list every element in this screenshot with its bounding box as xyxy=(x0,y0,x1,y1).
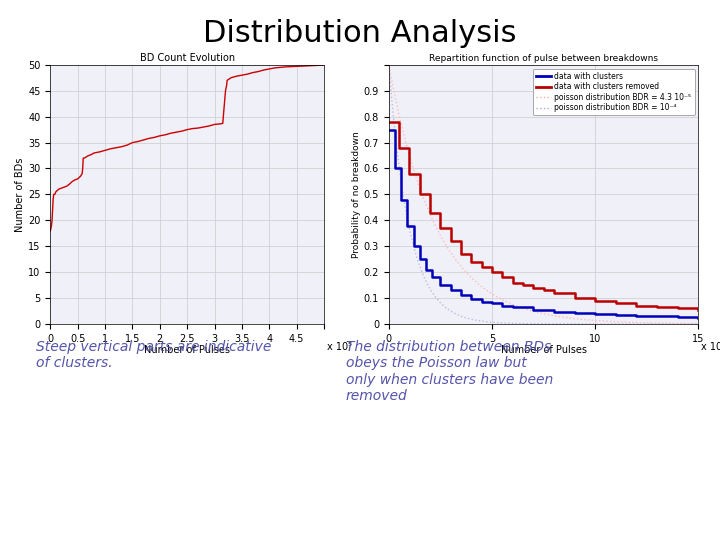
X-axis label: Number of Pulses: Number of Pulses xyxy=(500,345,587,355)
Legend: data with clusters, data with clusters removed, poisson distribution BDR = 4.3 1: data with clusters, data with clusters r… xyxy=(533,69,695,116)
Text: Steep vertical parts are indicative
of clusters.: Steep vertical parts are indicative of c… xyxy=(36,340,271,370)
Y-axis label: Number of BDs: Number of BDs xyxy=(15,157,25,232)
Y-axis label: Probability of no breakdown: Probability of no breakdown xyxy=(352,131,361,258)
Text: x 10⁴: x 10⁴ xyxy=(701,342,720,352)
Text: Distribution Analysis: Distribution Analysis xyxy=(203,19,517,48)
X-axis label: Number of Pulses: Number of Pulses xyxy=(144,345,230,355)
Text: x 10⁵: x 10⁵ xyxy=(327,342,352,352)
Text: The distribution between BDs
obeys the Poisson law but
only when clusters have b: The distribution between BDs obeys the P… xyxy=(346,340,553,403)
Title: Repartition function of pulse between breakdowns: Repartition function of pulse between br… xyxy=(429,53,658,63)
Title: BD Count Evolution: BD Count Evolution xyxy=(140,52,235,63)
